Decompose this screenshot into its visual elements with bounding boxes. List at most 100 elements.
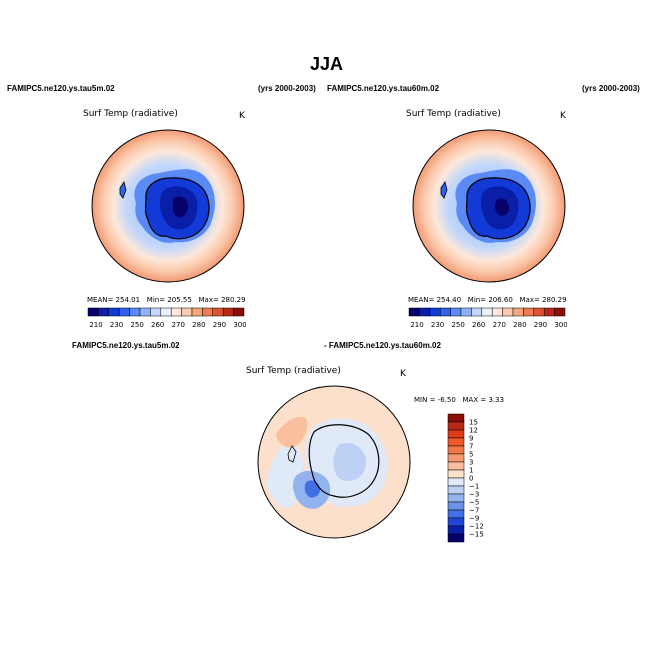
colorbar-swatch — [447, 533, 465, 543]
diff-panel-units: K — [400, 369, 406, 379]
colorbar-swatch — [447, 493, 465, 503]
right-polar-map — [412, 129, 566, 283]
colorbar-swatch — [481, 307, 493, 317]
colorbar-tick-label: 230 — [431, 321, 444, 329]
colorbar-swatch — [491, 307, 503, 317]
diff-map-antarctica-coast — [308, 424, 380, 498]
diff-map-peninsula — [287, 445, 297, 463]
colorbar-tick-label: 230 — [110, 321, 123, 329]
colorbar-tick-label: 250 — [451, 321, 464, 329]
colorbar-swatch — [523, 307, 535, 317]
colorbar-swatch — [447, 501, 465, 511]
colorbar-tick-label: 250 — [130, 321, 143, 329]
colorbar-swatch — [460, 307, 472, 317]
colorbar-tick-label: 9 — [469, 435, 473, 443]
colorbar-tick-label: 7 — [469, 443, 473, 451]
colorbar-tick-label: 0 — [469, 475, 473, 483]
colorbar-swatch — [447, 517, 465, 527]
colorbar-swatch — [533, 307, 545, 317]
colorbar-swatch — [447, 437, 465, 447]
colorbar-swatch — [160, 307, 172, 317]
colorbar-swatch — [408, 307, 420, 317]
colorbar-swatch — [233, 307, 245, 317]
left-case-name: FAMIPC5.ne120.ys.tau5m.02 — [7, 84, 115, 93]
colorbar-swatch — [439, 307, 451, 317]
diff-map-negative-peak — [304, 480, 320, 498]
colorbar-swatch — [447, 413, 465, 423]
colorbar-swatch — [447, 453, 465, 463]
colorbar-tick-label: −3 — [469, 491, 479, 499]
colorbar-swatch — [129, 307, 141, 317]
left-panel-stats: MEAN= 254.01 Min= 205.55 Max= 280.29 — [87, 296, 246, 304]
colorbar-swatch — [447, 485, 465, 495]
colorbar-tick-label: 210 — [410, 321, 423, 329]
colorbar-swatch — [181, 307, 193, 317]
colorbar-swatch — [447, 421, 465, 431]
diff-panel-stats: MIN = -6.50 MAX = 3.33 — [414, 396, 505, 404]
colorbar-swatch — [429, 307, 441, 317]
colorbar-swatch — [447, 477, 465, 487]
colorbar-swatch — [87, 307, 99, 317]
right-map-border — [412, 129, 566, 283]
colorbar-tick-label: −1 — [469, 483, 479, 491]
right-panel-stats: MEAN= 254.40 Min= 206.60 Max= 280.29 — [408, 296, 567, 304]
colorbar-tick-label: 270 — [172, 321, 185, 329]
colorbar-swatch — [150, 307, 162, 317]
colorbar-swatch — [512, 307, 524, 317]
colorbar-swatch — [108, 307, 120, 317]
colorbar-tick-label: 260 — [151, 321, 164, 329]
colorbar-tick-label: −5 — [469, 499, 479, 507]
colorbar-swatch — [447, 525, 465, 535]
colorbar-swatch — [554, 307, 566, 317]
left-panel-units: K — [239, 111, 245, 121]
left-colorbar: 210 230 250 260 270 280 290 300 — [87, 307, 246, 329]
diff-map-positive-pacific — [276, 416, 308, 448]
diff-map-border — [257, 385, 411, 539]
colorbar-tick-label: 3 — [469, 459, 473, 467]
page-title: JJA — [309, 54, 344, 74]
colorbar-swatch — [222, 307, 234, 317]
colorbar-swatch — [447, 429, 465, 439]
colorbar-swatch — [450, 307, 462, 317]
colorbar-tick-label: −12 — [469, 523, 484, 531]
colorbar-tick-label: −9 — [469, 515, 479, 523]
left-map-plateau-coldest — [172, 196, 188, 218]
diff-map-negative-interior — [333, 442, 366, 482]
right-panel-subtitle: Surf Temp (radiative) — [406, 109, 501, 119]
colorbar-swatch — [98, 307, 110, 317]
right-panel-units: K — [560, 111, 566, 121]
right-case-years: (yrs 2000-2003) — [582, 84, 640, 93]
right-colorbar: 210 230 250 260 270 280 290 300 — [408, 307, 567, 329]
colorbar-swatch — [447, 445, 465, 455]
colorbar-swatch — [447, 461, 465, 471]
diff-polar-map — [257, 385, 411, 539]
diff-panel-subtitle: Surf Temp (radiative) — [246, 366, 341, 376]
colorbar-swatch — [212, 307, 224, 317]
colorbar-swatch — [543, 307, 555, 317]
colorbar-swatch — [419, 307, 431, 317]
colorbar-tick-label: 280 — [192, 321, 205, 329]
colorbar-tick-label: 260 — [472, 321, 485, 329]
left-panel-subtitle: Surf Temp (radiative) — [83, 109, 178, 119]
colorbar-tick-label: 300 — [233, 321, 246, 329]
colorbar-tick-label: 300 — [554, 321, 567, 329]
diff-left-case: FAMIPC5.ne120.ys.tau5m.02 — [72, 341, 180, 350]
colorbar-swatch — [447, 469, 465, 479]
colorbar-tick-label: 15 — [469, 419, 478, 427]
colorbar-tick-label: −15 — [469, 531, 484, 539]
colorbar-tick-label: 270 — [493, 321, 506, 329]
colorbar-tick-label: 290 — [534, 321, 547, 329]
colorbar-swatch — [118, 307, 130, 317]
right-case-name: FAMIPC5.ne120.ys.tau60m.02 — [327, 84, 440, 93]
right-map-peninsula — [440, 181, 448, 199]
right-map-plateau-coldest — [494, 198, 509, 216]
left-case-years: (yrs 2000-2003) — [258, 84, 316, 93]
left-map-peninsula — [119, 181, 127, 199]
colorbar-swatch — [191, 307, 203, 317]
colorbar-swatch — [471, 307, 483, 317]
colorbar-tick-label: −7 — [469, 507, 479, 515]
left-map-border — [91, 129, 245, 283]
left-polar-map — [91, 129, 245, 283]
colorbar-swatch — [170, 307, 182, 317]
